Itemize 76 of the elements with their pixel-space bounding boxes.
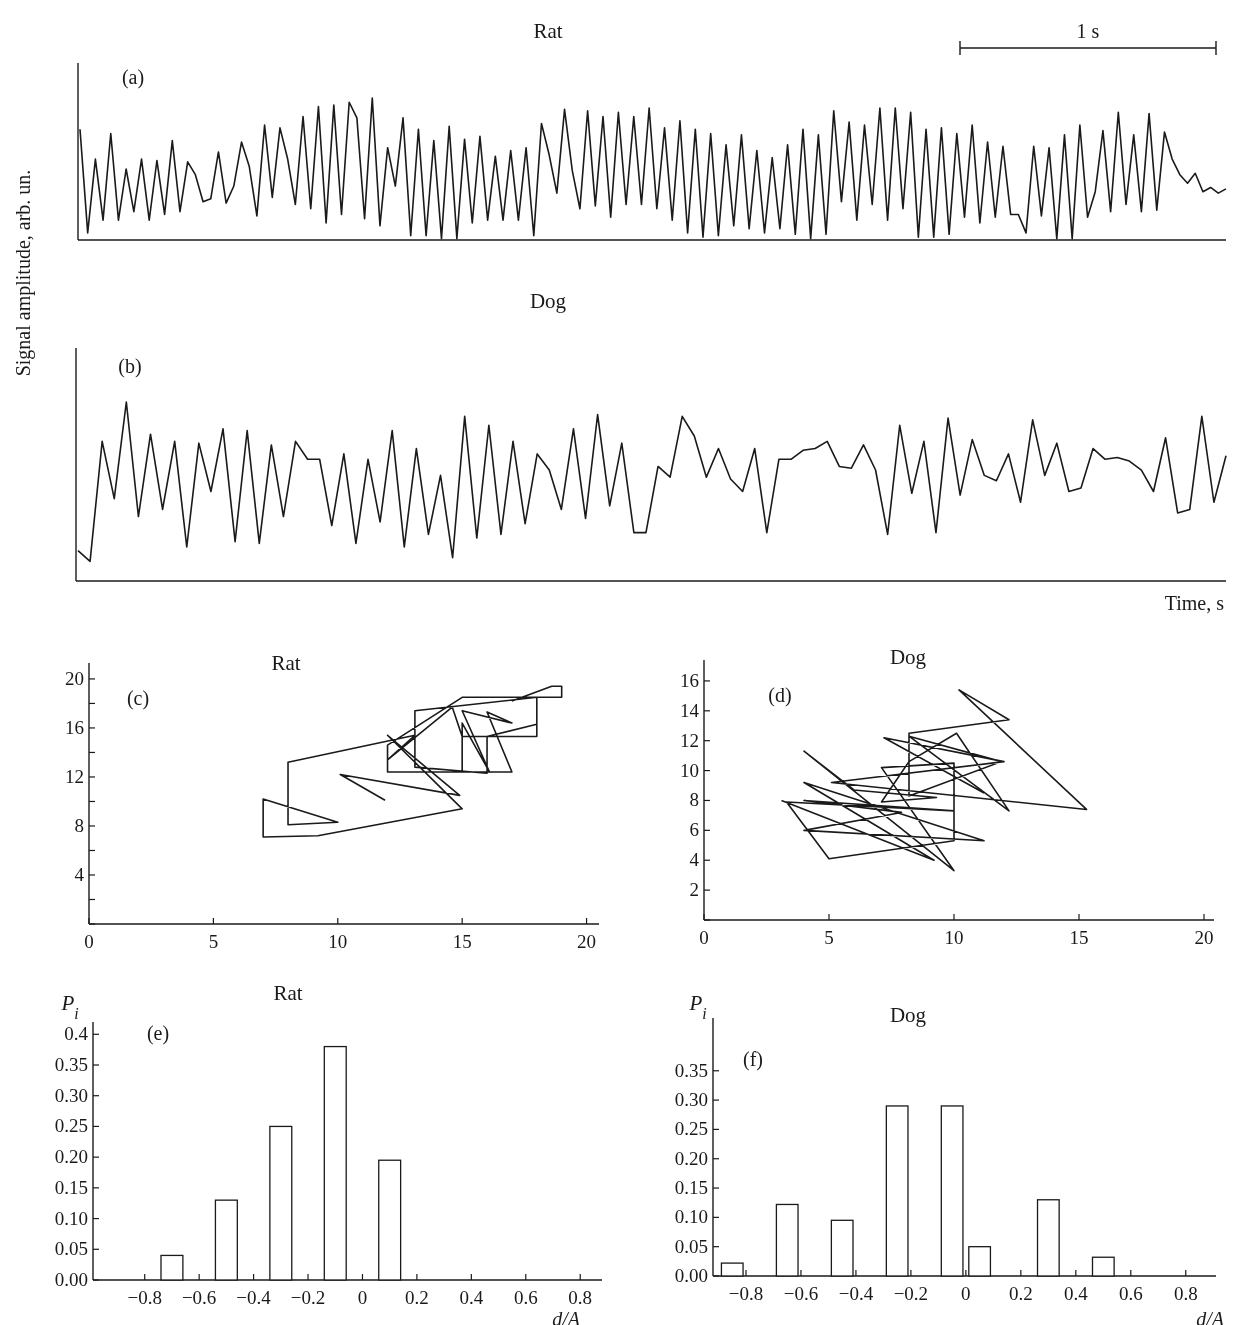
x-tick-label: −0.2: [893, 1283, 929, 1304]
x-tick-label: 0.6: [1118, 1283, 1143, 1304]
y-tick-label: 8: [689, 789, 699, 811]
annotation: (d): [768, 684, 792, 707]
x-tick-label: 0: [84, 931, 94, 952]
y-tick-label: 0.35: [674, 1059, 708, 1081]
x-tick-label: 5: [824, 927, 834, 948]
x-tick-label: −0.6: [181, 1287, 217, 1308]
annotation: (f): [743, 1048, 763, 1071]
y-tick-label: 2: [689, 879, 699, 901]
x-tick-label: 0: [699, 927, 709, 948]
y-tick-label: 0.30: [674, 1089, 708, 1111]
y-axis-title: P$_{i}$: [60, 991, 79, 1022]
x-tick-label: 0.2: [405, 1287, 429, 1308]
x-tick-label: 20: [1194, 927, 1214, 948]
y-tick-label: 8: [74, 814, 84, 836]
x-axis-title: Time, s: [1164, 592, 1225, 614]
y-tick-label: 20: [65, 667, 84, 689]
y-tick-label: 12: [65, 765, 84, 787]
y-tick-label: 0.15: [54, 1176, 88, 1198]
x-tick-label: 0: [357, 1287, 368, 1308]
x-tick-label: −0.4: [838, 1283, 874, 1304]
annotation: (c): [126, 687, 150, 710]
chart-title: Rat: [533, 19, 563, 43]
y-tick-label: 16: [65, 716, 84, 738]
x-tick-label: 0.2: [1008, 1283, 1033, 1304]
y-axis-title: Signal amplitude, arb. un.: [12, 169, 35, 377]
y-tick-label: 0.10: [54, 1207, 88, 1229]
y-tick-label: 4: [74, 863, 85, 885]
y-tick-label: 10: [680, 759, 699, 781]
y-tick-label: 0.10: [674, 1206, 708, 1228]
y-tick-label: 0.15: [674, 1177, 708, 1199]
x-tick-label: 5: [208, 931, 219, 952]
x-tick-label: 15: [1069, 927, 1089, 948]
chart-title: Dog: [529, 289, 567, 313]
x-tick-label: 15: [452, 931, 472, 952]
x-tick-label: −0.8: [127, 1287, 162, 1308]
y-tick-label: 4: [689, 849, 700, 871]
y-tick-label: 0.35: [54, 1054, 88, 1075]
y-tick-label: 16: [680, 669, 699, 691]
chart-title: Rat: [273, 981, 303, 1005]
annotation: (e): [146, 1022, 170, 1045]
text: (b): [118, 355, 142, 378]
line-series: [262, 685, 563, 838]
y-tick-label: 6: [689, 819, 699, 841]
x-tick-label: 0: [961, 1283, 971, 1304]
chart-title: Rat: [271, 651, 301, 675]
text: (a): [121, 66, 145, 89]
x-tick-label: 0.4: [1063, 1283, 1089, 1304]
x-tick-label: 0.6: [513, 1287, 538, 1308]
y-tick-label: 0.20: [674, 1147, 708, 1169]
y-axis-title: P$_{i}$: [688, 991, 707, 1022]
x-tick-label: 0.8: [1173, 1283, 1198, 1304]
y-tick-label: 0.05: [674, 1235, 708, 1257]
y-tick-label: 0.20: [54, 1146, 88, 1168]
chart-title: Dog: [889, 645, 927, 669]
x-tick-label: −0.2: [290, 1287, 326, 1308]
x-tick-label: −0.6: [783, 1283, 819, 1304]
x-tick-label: 20: [577, 931, 597, 952]
y-tick-label: 0.05: [54, 1238, 88, 1260]
y-tick-label: 0.30: [54, 1084, 88, 1106]
chart-title: Dog: [889, 1003, 927, 1027]
x-tick-label: 0.4: [459, 1287, 484, 1308]
y-tick-label: 14: [680, 699, 700, 721]
y-tick-label: 12: [680, 729, 699, 751]
x-tick-label: 0.8: [568, 1287, 593, 1308]
y-tick-label: 0.00: [54, 1269, 88, 1290]
x-tick-label: 10: [328, 931, 348, 952]
y-tick-label: 0.25: [54, 1115, 88, 1137]
y-tick-label: 0.00: [674, 1265, 708, 1286]
y-tick-label: 0.4: [64, 1023, 89, 1045]
x-tick-label: −0.8: [728, 1283, 764, 1304]
y-tick-label: 0.25: [674, 1118, 708, 1140]
x-tick-label: 10: [944, 927, 964, 948]
x-tick-label: −0.4: [236, 1287, 272, 1308]
text: 1 s: [1076, 20, 1100, 42]
